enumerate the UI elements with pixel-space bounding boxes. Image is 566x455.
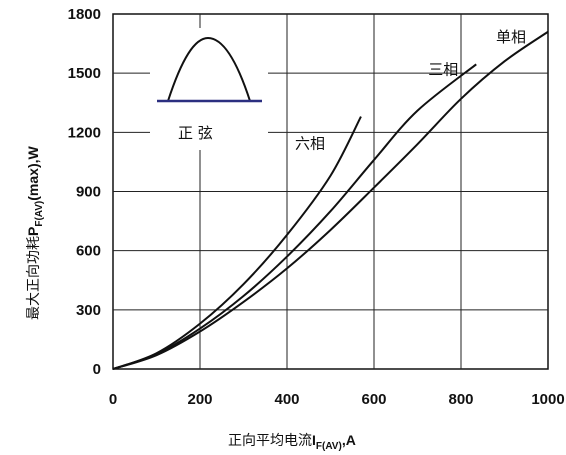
series-label: 单相 bbox=[496, 28, 526, 46]
y-tick-label: 0 bbox=[93, 361, 101, 378]
series-line bbox=[112, 63, 477, 370]
y-tick-label: 1800 bbox=[68, 6, 101, 23]
series-label: 三相 bbox=[428, 60, 458, 78]
series-labels: 六相 三相 单相 bbox=[295, 28, 526, 153]
x-tick-labels: 0 200 400 600 800 1000 bbox=[109, 391, 565, 408]
x-tick-label: 600 bbox=[361, 391, 386, 408]
series-line bbox=[112, 30, 549, 370]
x-axis-title: 正向平均电流IF(AV),A bbox=[228, 432, 356, 452]
x-tick-label: 400 bbox=[274, 391, 299, 408]
sine-halfwave-icon bbox=[167, 36, 251, 102]
inset-label: 正 弦 bbox=[178, 124, 213, 142]
y-axis-title: 最大正向功耗PF(AV)(max),W bbox=[25, 146, 45, 321]
sine-inset: 正 弦 bbox=[150, 28, 268, 150]
y-tick-label: 1200 bbox=[68, 124, 101, 141]
x-tick-label: 800 bbox=[448, 391, 473, 408]
series-label: 六相 bbox=[295, 135, 325, 153]
y-tick-label: 600 bbox=[76, 243, 101, 260]
series-line bbox=[112, 116, 362, 370]
x-tick-label: 1000 bbox=[531, 391, 564, 408]
x-tick-label: 200 bbox=[187, 391, 212, 408]
x-tick-label: 0 bbox=[109, 391, 117, 408]
y-tick-label: 900 bbox=[76, 184, 101, 201]
y-tick-label: 300 bbox=[76, 302, 101, 319]
y-tick-label: 1500 bbox=[68, 65, 101, 82]
y-tick-labels: 0 300 600 900 1200 1500 1800 bbox=[68, 6, 101, 378]
series-lines bbox=[112, 30, 549, 370]
